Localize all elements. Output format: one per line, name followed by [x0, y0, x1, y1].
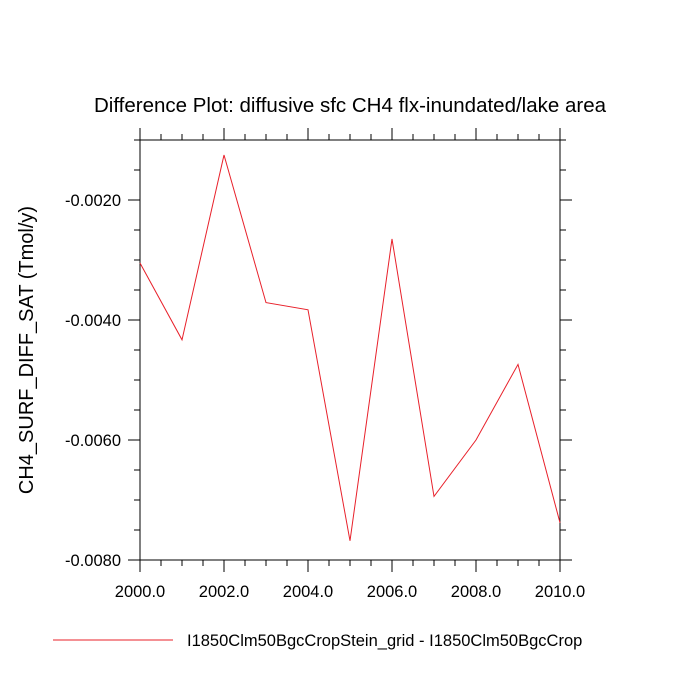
plot-frame — [139, 139, 561, 561]
data-point — [389, 236, 395, 242]
data-point — [305, 307, 311, 313]
x-axis-ticks: 2000.0 2002.0 2004.0 2006.0 2008.0 2010.0 — [115, 128, 585, 601]
data-point — [473, 437, 479, 443]
data-point — [557, 520, 563, 526]
chart-title: Difference Plot: diffusive sfc CH4 flx-i… — [94, 94, 607, 117]
plot-axes — [139, 139, 561, 561]
x-tick-label: 2004.0 — [283, 583, 333, 601]
x-tick-label: 2010.0 — [535, 583, 585, 601]
x-tick-label: 2006.0 — [367, 583, 417, 601]
data-point — [179, 337, 185, 343]
y-axis-ticks: -0.0020 -0.0040 -0.0060 -0.0080 — [65, 139, 572, 570]
legend: I1850Clm50BgcCropStein_grid - I1850Clm50… — [53, 632, 582, 650]
x-tick-label: 2000.0 — [115, 583, 165, 601]
series-line-0 — [139, 154, 561, 541]
data-point — [347, 538, 353, 544]
data-point — [515, 361, 521, 367]
y-tick-label: -0.0020 — [65, 192, 121, 210]
y-tick-label: -0.0080 — [65, 552, 121, 570]
data-point — [137, 260, 143, 266]
data-point — [263, 300, 269, 306]
y-axis-label: CH4_SURF_DIFF_SAT (Tmol/y) — [16, 206, 38, 494]
y-tick-label: -0.0040 — [65, 312, 121, 330]
data-point — [431, 493, 437, 499]
legend-label: I1850Clm50BgcCropStein_grid - I1850Clm50… — [187, 632, 582, 650]
data-point — [221, 152, 227, 158]
x-tick-label: 2008.0 — [451, 583, 501, 601]
x-tick-label: 2002.0 — [199, 583, 249, 601]
y-tick-label: -0.0060 — [65, 432, 121, 450]
series-lines — [137, 152, 563, 544]
